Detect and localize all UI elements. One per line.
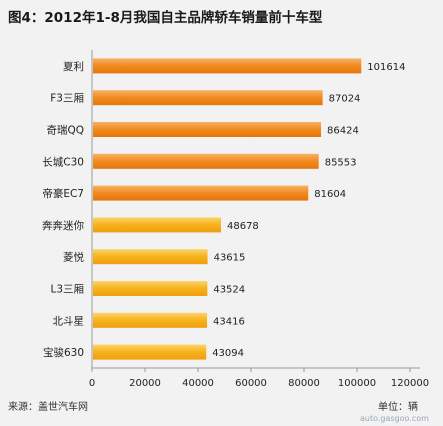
bar — [93, 153, 319, 169]
x-tick-label: 80000 — [288, 378, 320, 389]
x-tick-label: 0 — [89, 378, 95, 389]
data-label: 85553 — [325, 157, 357, 168]
bars-group: 夏利 101614 F3三厢 87024 奇瑞QQ 86424 长城C30 85553 帝豪EC… — [42, 58, 405, 360]
data-label: 43524 — [213, 285, 245, 296]
bar — [93, 217, 221, 233]
bar — [93, 281, 208, 296]
category-label: 奇瑞QQ — [46, 124, 84, 137]
bar — [93, 90, 323, 106]
data-label: 86424 — [327, 126, 359, 137]
data-label: 43416 — [213, 316, 245, 327]
category-label: 宝骏630 — [43, 346, 84, 359]
bar — [93, 58, 362, 74]
x-tick-label: 100000 — [338, 378, 376, 389]
bar — [93, 344, 207, 360]
x-tick-label: 60000 — [235, 378, 267, 389]
category-label: L3三厢 — [50, 284, 84, 296]
bar — [93, 122, 322, 137]
x-tick-label: 40000 — [182, 378, 214, 389]
bar — [93, 249, 208, 265]
category-label: 奔奔迷你 — [42, 219, 84, 232]
source-note: 来源：盖世汽车网 — [8, 400, 88, 413]
data-label: 101614 — [367, 62, 405, 73]
data-label: 48678 — [227, 221, 259, 232]
category-label: 长城C30 — [42, 156, 84, 168]
category-label: F3三厢 — [50, 93, 84, 105]
x-ticks-group: 0 20000 40000 60000 80000 100000 120000 — [89, 368, 429, 389]
chart-title: 图4：2012年1-8月我国自主品牌轿车销量前十车型 — [8, 9, 323, 26]
bar — [93, 185, 309, 201]
bar — [93, 312, 208, 328]
data-label: 43094 — [212, 348, 244, 359]
category-label: 北斗星 — [53, 315, 85, 327]
category-label: 菱悦 — [63, 251, 84, 264]
watermark-text: auto.gasgoo.com — [360, 414, 429, 423]
x-tick-label: 120000 — [391, 378, 429, 389]
data-label: 81604 — [314, 189, 346, 200]
category-label: 夏利 — [63, 61, 84, 73]
data-label: 43615 — [214, 253, 246, 264]
category-label: 帝豪EC7 — [42, 187, 84, 200]
data-label: 87024 — [329, 94, 361, 105]
unit-note: 单位：辆 — [378, 400, 418, 413]
x-tick-label: 20000 — [129, 378, 161, 389]
